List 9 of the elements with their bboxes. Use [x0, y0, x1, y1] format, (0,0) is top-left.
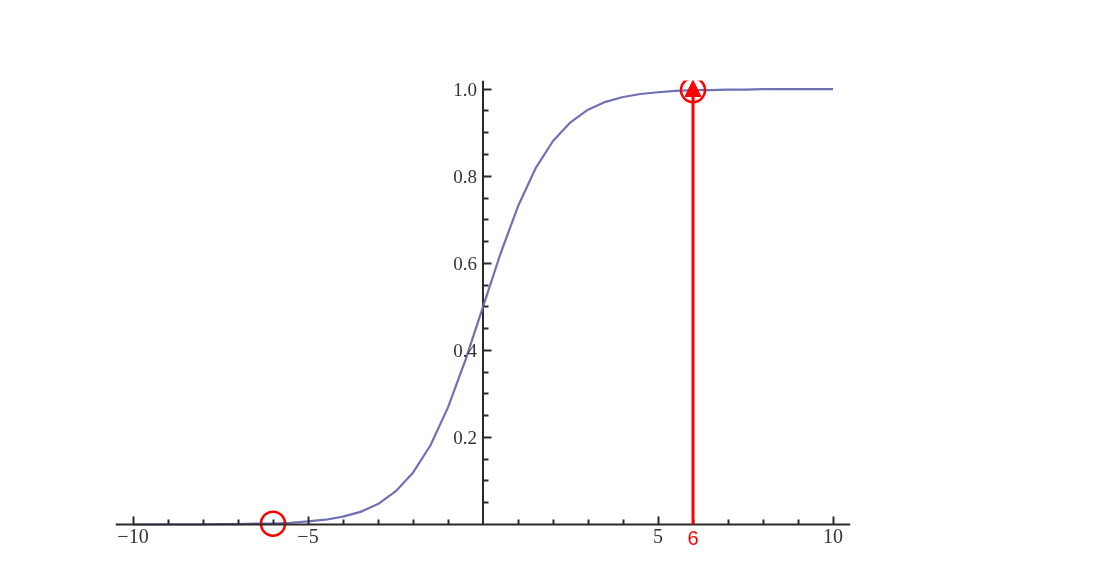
- x-tick-label: −10: [117, 524, 149, 547]
- y-tick-label: 1.0: [453, 78, 477, 100]
- x-tick-label: 10: [823, 524, 843, 547]
- ref-line-label: 6: [687, 526, 699, 549]
- y-tick-label: 0.8: [453, 165, 477, 187]
- y-tick-label: 0.6: [453, 252, 477, 274]
- x-tick-label: 5: [653, 524, 663, 547]
- x-tick-label: −5: [297, 524, 319, 547]
- y-tick-label: 0.2: [453, 426, 477, 448]
